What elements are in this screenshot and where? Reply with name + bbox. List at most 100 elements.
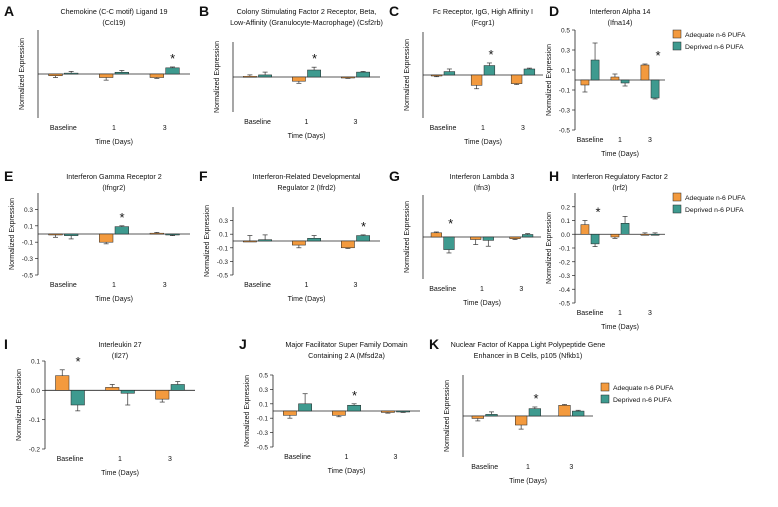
y-axis-label: Normalized Expression — [214, 41, 221, 113]
y-tick-label: -0.5 — [559, 301, 571, 308]
x-tick-label: 1 — [305, 282, 309, 289]
y-tick-label: 0.1 — [259, 401, 268, 408]
y-tick-label: -0.3 — [257, 430, 269, 437]
bar-adequate-1 — [292, 240, 306, 246]
panel-title-line: Interleukin 27 — [98, 340, 141, 349]
bar-adequate-baseline — [430, 74, 443, 77]
y-tick-label: -0.1 — [559, 88, 571, 95]
panel-title-line: Interferon Alpha 14 — [590, 7, 651, 16]
bar-adequate-baseline — [471, 415, 484, 419]
panel-title-line: Major Facilitator Super Family Domain — [285, 340, 407, 349]
panel-title-line: (Ifngr2) — [102, 183, 125, 192]
y-tick-label: 0.5 — [259, 373, 268, 380]
legend-swatch-adequate — [672, 192, 682, 202]
x-tick-label: 3 — [354, 119, 358, 126]
panel-title-line: Enhancer in B Cells, p105 (Nfkb1) — [474, 351, 583, 360]
bar-adequate-1 — [610, 234, 620, 238]
panel-title-line: Interferon-Related Developmental — [253, 172, 361, 181]
y-axis-label: Normalized Expression — [204, 205, 211, 277]
bar-deprived-baseline — [590, 59, 600, 81]
bar-adequate-baseline — [580, 224, 590, 235]
x-tick-label: Baseline — [471, 464, 498, 471]
panel-letter: B — [199, 3, 209, 19]
bar-deprived-1 — [120, 390, 135, 394]
y-axis-label: Normalized Expression — [404, 201, 411, 273]
x-axis-label: Time (Days) — [95, 296, 133, 303]
x-axis-label: Time (Days) — [601, 151, 639, 158]
x-tick-label: Baseline — [577, 310, 604, 317]
x-tick-label: 1 — [305, 119, 309, 126]
bar-deprived-1 — [482, 236, 494, 241]
bar-adequate-baseline — [55, 375, 70, 391]
bar-adequate-3 — [149, 73, 164, 78]
panel-g: G Interferon Lambda 3 (Ifn3) Normalized Exp… — [389, 168, 541, 307]
x-axis-label: Time (Days) — [95, 139, 133, 146]
legend-label-deprived: Deprived n-6 PUFA — [685, 207, 744, 214]
bar-adequate-3 — [149, 232, 164, 235]
panel-letter: I — [4, 336, 8, 352]
panel-title-line: Nuclear Factor of Kappa Light Polypeptid… — [451, 340, 606, 349]
y-tick-label: 0.3 — [24, 207, 33, 214]
bar-deprived-1 — [620, 223, 630, 235]
bar-deprived-baseline — [298, 403, 312, 412]
y-tick-label: -0.5 — [559, 128, 571, 135]
x-tick-label: 3 — [569, 464, 573, 471]
significance-star: * — [448, 216, 453, 231]
panel-letter: E — [4, 168, 13, 184]
x-tick-label: 3 — [163, 125, 167, 132]
panel-title-line: (Ccl19) — [102, 18, 125, 27]
bar-deprived-3 — [572, 410, 585, 417]
x-tick-label: 1 — [118, 456, 122, 463]
bar-adequate-3 — [510, 74, 523, 84]
bar-deprived-3 — [650, 234, 660, 236]
bar-deprived-baseline — [70, 390, 85, 406]
bar-adequate-1 — [610, 76, 620, 81]
x-tick-label: 3 — [354, 282, 358, 289]
bar-adequate-baseline — [580, 79, 590, 86]
bar-deprived-1 — [307, 238, 321, 242]
legend-label-deprived: Deprived n-6 PUFA — [685, 44, 744, 51]
bar-deprived-3 — [522, 234, 534, 238]
bar-adequate-1 — [105, 387, 120, 391]
significance-star: * — [170, 51, 175, 66]
significance-star: * — [655, 48, 660, 63]
x-axis-label: Time (Days) — [288, 133, 326, 140]
bar-deprived-baseline — [443, 71, 456, 76]
bar-deprived-baseline — [485, 414, 498, 417]
x-tick-label: 3 — [394, 454, 398, 461]
bar-adequate-3 — [640, 234, 650, 236]
bar-deprived-3 — [356, 235, 370, 242]
bar-adequate-baseline — [48, 73, 63, 77]
panel-title-line: Colony Stimulating Factor 2 Receptor, Be… — [237, 7, 377, 16]
panel-title-line: Regulator 2 (Ifrd2) — [277, 183, 335, 192]
bar-adequate-baseline — [283, 410, 297, 416]
y-tick-label: 0.0 — [561, 232, 570, 239]
x-tick-label: 3 — [648, 310, 652, 317]
x-tick-label: Baseline — [429, 286, 456, 293]
y-axis-label: Normalized Expression — [16, 369, 23, 441]
bar-adequate-baseline — [243, 240, 257, 243]
panel-letter: F — [199, 168, 208, 184]
x-tick-label: 3 — [648, 137, 652, 144]
x-axis-label: Time (Days) — [601, 324, 639, 331]
x-axis-label: Time (Days) — [101, 470, 139, 477]
panel-letter: J — [239, 336, 247, 352]
y-tick-label: 0.1 — [561, 218, 570, 225]
y-tick-label: -0.2 — [29, 447, 41, 454]
y-tick-label: -0.5 — [22, 273, 34, 280]
significance-star: * — [312, 51, 317, 66]
panel-title-line: Fc Receptor, IgG, High Affinity I — [433, 7, 533, 16]
panel-c: C Fc Receptor, IgG, High Affinity I (Fcgr1… — [389, 3, 543, 146]
x-tick-label: 1 — [345, 454, 349, 461]
bar-adequate-3 — [341, 240, 355, 249]
panel-title-line: (Il27) — [112, 351, 128, 360]
x-tick-label: Baseline — [430, 125, 457, 132]
x-tick-label: 3 — [519, 286, 523, 293]
bar-adequate-1 — [515, 415, 528, 426]
y-axis-label: Normalized Expression — [9, 198, 16, 270]
legend-swatch-deprived — [672, 41, 682, 51]
panel-title-line: Chemokine (C-C motif) Ligand 19 — [60, 7, 167, 16]
y-tick-label: -0.3 — [559, 273, 571, 280]
bar-adequate-3 — [640, 64, 650, 81]
